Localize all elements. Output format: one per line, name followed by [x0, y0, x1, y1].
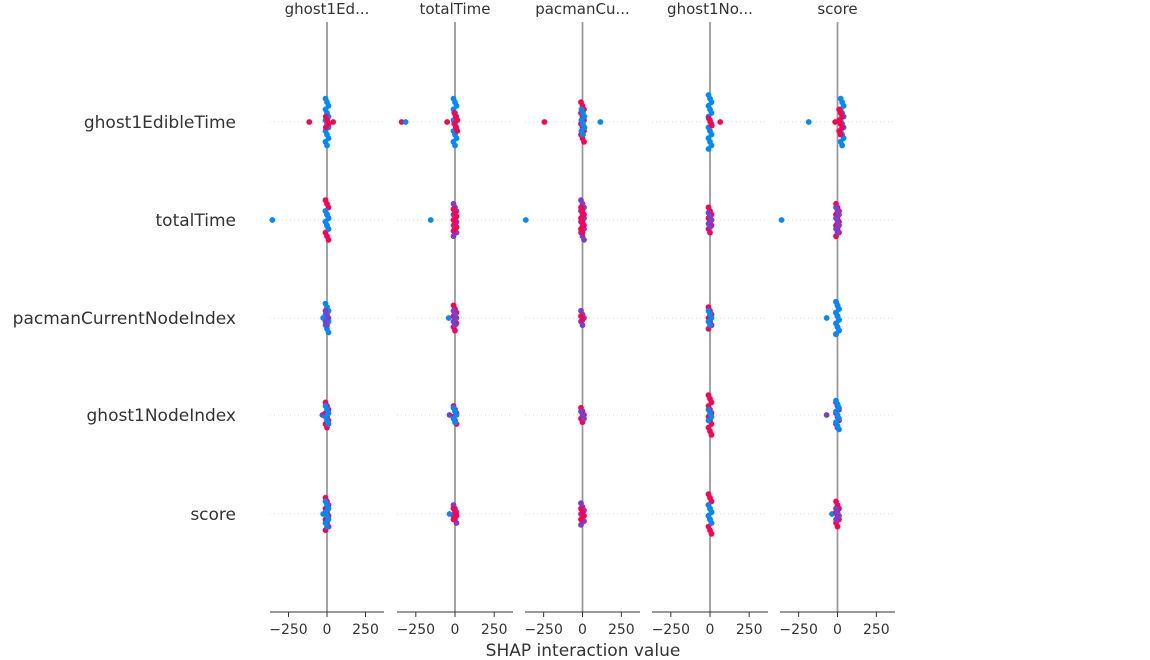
data-point-0	[306, 119, 313, 125]
data-point-307	[708, 530, 715, 537]
data-point-235	[717, 119, 724, 125]
data-point-1	[330, 119, 337, 125]
data-point-223	[581, 415, 587, 422]
data-point-154	[452, 419, 458, 426]
data-point-215	[579, 316, 586, 323]
data-point-357	[823, 315, 830, 321]
data-point-166	[541, 119, 548, 125]
x-tick-label-1-1: 0	[451, 622, 460, 638]
column-title-3: ghost1No...	[667, 0, 753, 18]
data-point-167	[597, 119, 604, 125]
data-point-267	[707, 224, 713, 231]
data-point-314	[805, 119, 812, 125]
data-point-104	[452, 142, 458, 149]
data-point-230	[578, 521, 584, 528]
x-tick-label-1-2: 250	[481, 622, 508, 638]
row-label-1: totalTime	[156, 211, 236, 231]
x-axis-label: SHAP interaction value	[486, 641, 681, 660]
data-point-53	[324, 322, 330, 329]
x-tick-label-4-2: 250	[863, 622, 890, 638]
data-point-68	[325, 421, 332, 427]
x-tick-label-4-1: 0	[833, 622, 842, 638]
data-point-110	[454, 128, 461, 134]
row-label-2: pacmanCurrentNodeIndex	[13, 309, 236, 329]
x-tick-label-4-0: −250	[779, 622, 817, 638]
column-title-0: ghost1Ed...	[285, 0, 370, 18]
data-point-377	[833, 331, 839, 338]
x-tick-label-3-1: 0	[706, 622, 715, 638]
data-point-200	[581, 236, 587, 243]
data-point-404	[834, 523, 841, 530]
x-tick-label-2-2: 250	[608, 622, 635, 638]
data-point-90	[444, 119, 451, 125]
data-point-48	[325, 329, 332, 336]
x-tick-label-1-0: −250	[397, 622, 435, 638]
row-label-4: score	[190, 505, 236, 525]
data-point-121	[450, 233, 457, 240]
data-point-338	[778, 217, 785, 223]
x-tick-label-3-0: −250	[652, 622, 690, 638]
data-point-254	[708, 122, 715, 129]
data-point-262	[707, 229, 713, 236]
x-tick-label-0-1: 0	[323, 622, 332, 638]
data-point-329	[839, 142, 846, 149]
data-point-165	[450, 516, 457, 523]
x-tick-label-0-2: 250	[352, 622, 379, 638]
column-title-2: pacmanCu...	[535, 0, 630, 18]
x-tick-label-0-0: −250	[269, 622, 307, 638]
row-label-0: ghost1EdibleTime	[84, 113, 236, 133]
data-point-188	[522, 217, 529, 223]
data-point-295	[705, 417, 712, 424]
data-point-234	[578, 516, 584, 523]
data-point-213	[579, 322, 586, 329]
data-point-337	[837, 131, 844, 138]
data-point-89	[402, 119, 409, 125]
data-point-378	[823, 412, 830, 418]
data-point-20	[269, 217, 276, 223]
data-point-129	[445, 315, 452, 321]
data-point-179	[581, 138, 587, 145]
x-tick-label-2-0: −250	[524, 622, 562, 638]
data-point-408	[833, 516, 839, 523]
data-point-251	[705, 146, 712, 152]
row-label-3: ghost1NodeIndex	[87, 406, 236, 426]
data-point-128	[450, 227, 457, 234]
data-point-356	[834, 229, 841, 236]
data-point-32	[325, 236, 332, 243]
column-title-4: score	[817, 0, 857, 18]
x-tick-label-3-2: 250	[736, 622, 763, 638]
data-point-142	[452, 322, 458, 329]
data-point-111	[427, 217, 434, 223]
data-point-395	[836, 426, 842, 433]
data-point-15	[324, 142, 330, 149]
x-tick-label-2-1: 0	[578, 622, 587, 638]
data-point-279	[707, 322, 713, 329]
data-point-19	[322, 124, 329, 131]
data-point-313	[708, 520, 715, 526]
data-point-137	[452, 327, 458, 334]
data-point-87	[324, 523, 330, 530]
data-point-208	[579, 229, 586, 236]
data-point-187	[580, 131, 586, 138]
column-title-1: totalTime	[419, 0, 490, 18]
data-point-38	[325, 226, 332, 232]
data-point-291	[708, 431, 715, 438]
